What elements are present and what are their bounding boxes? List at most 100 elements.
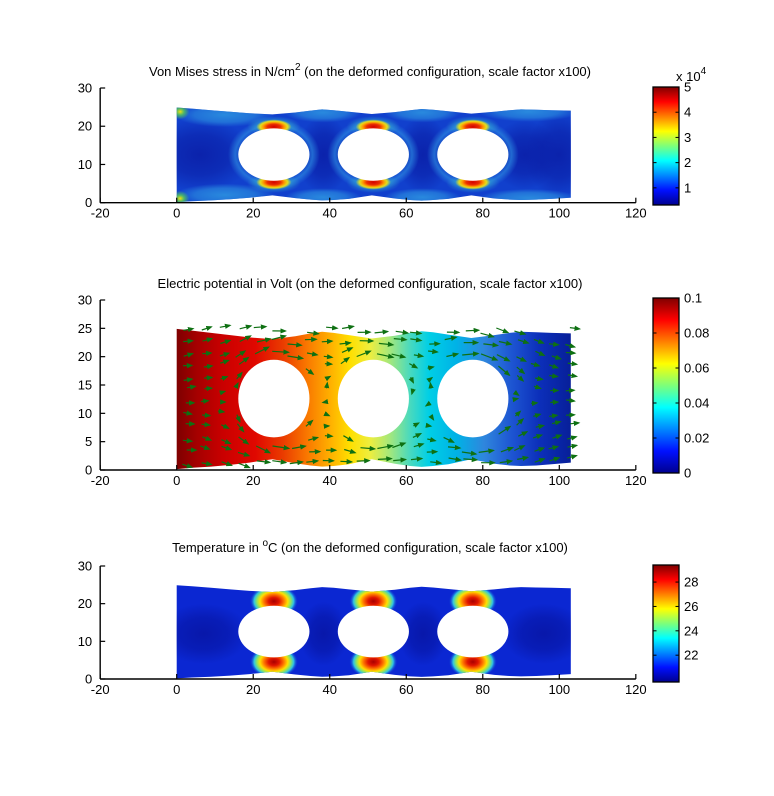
quiver-arrow <box>307 330 320 336</box>
quiver-arrow <box>428 381 434 389</box>
quiver-arrow <box>239 335 252 343</box>
quiver-arrow <box>463 456 479 463</box>
cool-region <box>398 601 448 666</box>
x-tick-label: 100 <box>548 206 570 221</box>
quiver-arrow <box>499 459 514 465</box>
plot-title: Temperature in oC (on the deformed confi… <box>172 538 568 555</box>
corner-spot <box>176 107 190 120</box>
quiver-arrow <box>236 371 243 380</box>
quiver-arrow <box>340 458 354 465</box>
x-tick-label: 120 <box>625 473 647 488</box>
y-tick-label: 5 <box>85 434 92 449</box>
title-text: (on the deformed configuration, scale fa… <box>301 64 592 79</box>
quiver-arrow <box>570 420 581 427</box>
edge-stress-band <box>284 107 362 123</box>
exponent-base: x 10 <box>676 69 701 84</box>
low-stress-region <box>524 112 571 197</box>
quiver-arrow <box>306 458 320 465</box>
quiver-arrow <box>183 326 195 333</box>
quiver-arrow <box>221 461 233 467</box>
x-tick-label: 80 <box>476 206 490 221</box>
x-tick-label: 80 <box>476 473 490 488</box>
quiver-arrow <box>395 329 410 335</box>
quiver-arrow <box>238 462 251 469</box>
x-tick-label: 20 <box>246 473 260 488</box>
quiver-arrow <box>220 359 230 365</box>
hole <box>337 128 409 181</box>
quiver-arrow <box>424 400 432 407</box>
quiver-arrow <box>255 445 272 454</box>
y-tick-label: 15 <box>78 378 92 393</box>
quiver-arrow <box>549 363 560 369</box>
x-tick-label: 120 <box>625 682 647 697</box>
exponent-superscript: 4 <box>701 66 707 77</box>
quiver-arrow <box>517 338 530 345</box>
quiver-arrow <box>408 376 415 384</box>
quiver-arrow <box>326 325 339 331</box>
quiver-arrow <box>516 375 525 382</box>
quiver-arrow <box>254 346 270 355</box>
x-tick-label: 60 <box>399 473 413 488</box>
edge-stress-band <box>384 107 461 123</box>
quiver-arrow <box>289 459 304 466</box>
x-tick-label: -20 <box>91 206 110 221</box>
quiver-arrow <box>183 338 195 344</box>
quiver-arrow <box>533 384 542 390</box>
quiver-arrow <box>393 336 408 342</box>
quiver-arrow <box>220 375 229 381</box>
quiver-arrow <box>512 397 520 403</box>
quiver-arrow <box>219 390 227 396</box>
quiver-arrow <box>428 413 435 421</box>
quiver-arrow <box>217 408 226 414</box>
y-tick-label: 30 <box>78 559 92 574</box>
colorbar-tick-label: 2 <box>684 155 691 170</box>
quiver-arrow <box>235 414 241 423</box>
title-text: C (on the deformed configuration, scale … <box>268 540 568 555</box>
quiver-arrow <box>233 381 239 389</box>
quiver-arrow <box>287 355 305 361</box>
quiver-arrow <box>202 337 214 343</box>
quiver-arrow <box>427 437 437 443</box>
quiver-arrow <box>219 352 231 358</box>
quiver-arrow <box>518 431 529 437</box>
quiver-arrow <box>305 368 315 376</box>
cool-region <box>501 603 571 664</box>
quiver-arrow <box>500 446 515 453</box>
y-tick-label: 20 <box>78 596 92 611</box>
quiver-arrow <box>428 348 439 355</box>
quiver-arrow <box>517 455 530 461</box>
hole <box>238 128 310 181</box>
y-tick-label: 20 <box>78 119 92 134</box>
quiver-arrow <box>392 442 407 449</box>
colorbar-tick-label: 0.08 <box>684 326 709 341</box>
y-tick-label: 20 <box>78 349 92 364</box>
quiver-arrow <box>356 350 372 358</box>
plot-title: Von Mises stress in N/cm2 (on the deform… <box>149 62 591 79</box>
quiver-arrow <box>512 389 520 397</box>
quiver-arrow <box>356 458 371 464</box>
quiver-arrow <box>376 353 395 359</box>
quiver-arrow <box>256 459 272 465</box>
quiver-arrow <box>565 343 577 349</box>
quiver-arrow <box>447 444 462 451</box>
quiver-arrow <box>461 450 478 456</box>
hole <box>437 359 509 438</box>
title-text: Von Mises stress in N/cm <box>149 64 295 79</box>
quiver-arrow <box>498 365 511 377</box>
colorbar <box>652 564 680 683</box>
quiver-arrow <box>377 456 393 462</box>
quiver-arrow <box>551 354 562 360</box>
quiver-arrow <box>516 366 526 375</box>
quiver-arrow <box>412 422 420 428</box>
quiver-arrow <box>535 424 546 430</box>
quiver-arrow <box>272 459 288 465</box>
x-tick-label: 60 <box>399 206 413 221</box>
quiver-arrow <box>496 327 510 334</box>
quiver-arrow <box>219 323 232 329</box>
quiver-arrow <box>535 375 544 382</box>
quiver-arrow <box>516 418 525 426</box>
quiver-arrow <box>239 324 253 330</box>
quiver-arrow <box>534 447 546 453</box>
